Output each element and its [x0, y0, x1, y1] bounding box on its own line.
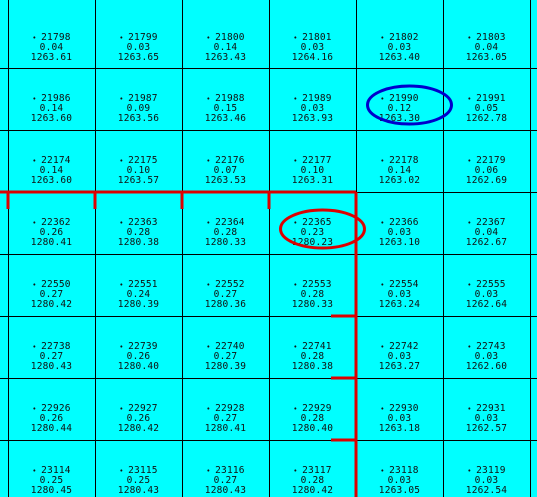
highlight-ellipse-blue — [368, 86, 452, 124]
highlight-ellipse-red — [281, 210, 365, 248]
